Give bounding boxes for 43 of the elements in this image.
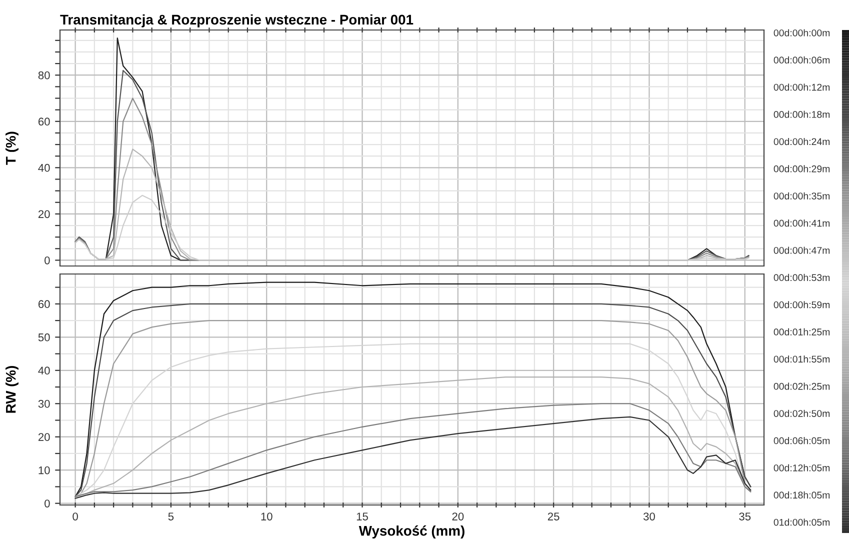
color-bar-label: 00d:01h:55m	[774, 355, 830, 363]
color-bar-label: 00d:00h:41m	[774, 220, 830, 227]
x-tick-label: 15	[356, 512, 368, 520]
y-tick-label: 20	[38, 210, 50, 218]
y-tick-label: 40	[38, 164, 50, 172]
color-bar-label: 00d:02h:25m	[774, 382, 830, 390]
color-bar-label: 00d:00h:47m	[774, 246, 830, 254]
y-tick-label: 40	[38, 366, 50, 375]
y-tick-label: 0	[44, 256, 50, 264]
x-axis-title: Wysokość (mm)	[358, 525, 464, 538]
x-tick-label: 0	[72, 512, 78, 520]
color-bar-label: 00d:02h:50m	[774, 410, 830, 417]
color-bar-label: 00d:00h:29m	[774, 165, 830, 172]
chart-title: Transmitancja & Rozproszenie wsteczne - Pomiar 001	[60, 14, 414, 28]
color-bar-label: 01d:00h:05m	[774, 518, 830, 526]
y-tick-label: 0	[44, 500, 50, 508]
x-tick-label: 25	[548, 512, 560, 520]
y-tick-label: 60	[38, 118, 50, 126]
y-tick-label: 10	[38, 466, 50, 474]
color-bar-label: 00d:00h:35m	[774, 192, 830, 200]
y-axis-title: T (%)	[6, 132, 18, 165]
y-tick-label: 60	[38, 300, 50, 308]
color-bar-label: 00d:00h:06m	[774, 56, 830, 64]
color-bar-label: 00d:00h:18m	[774, 110, 830, 118]
color-bar-label: 00d:00h:53m	[774, 274, 830, 282]
color-bar-label: 00d:12h:05m	[774, 464, 830, 472]
color-bar-label: 00d:00h:24m	[774, 138, 830, 146]
color-bar-label: 00d:18h:05m	[774, 491, 830, 499]
y-tick-label: 80	[38, 71, 50, 80]
y-tick-label: 30	[38, 400, 50, 408]
color-bar-label: 00d:00h:00m	[774, 29, 830, 36]
x-tick-label: 20	[452, 512, 464, 520]
color-bar-label: 00d:00h:12m	[774, 84, 830, 91]
x-tick-label: 30	[643, 512, 655, 520]
x-tick-label: 10	[261, 512, 272, 520]
color-bar-label: 00d:00h:59m	[774, 301, 830, 308]
x-tick-label: 35	[739, 512, 751, 520]
x-tick-label: 5	[168, 512, 174, 520]
y-tick-label: 20	[38, 433, 50, 441]
y-axis-title: RW (%)	[6, 366, 18, 413]
y-tick-label: 50	[38, 333, 50, 342]
color-bar-label: 00d:01h:25m	[774, 328, 830, 336]
color-bar-label: 00d:06h:05m	[774, 437, 830, 444]
